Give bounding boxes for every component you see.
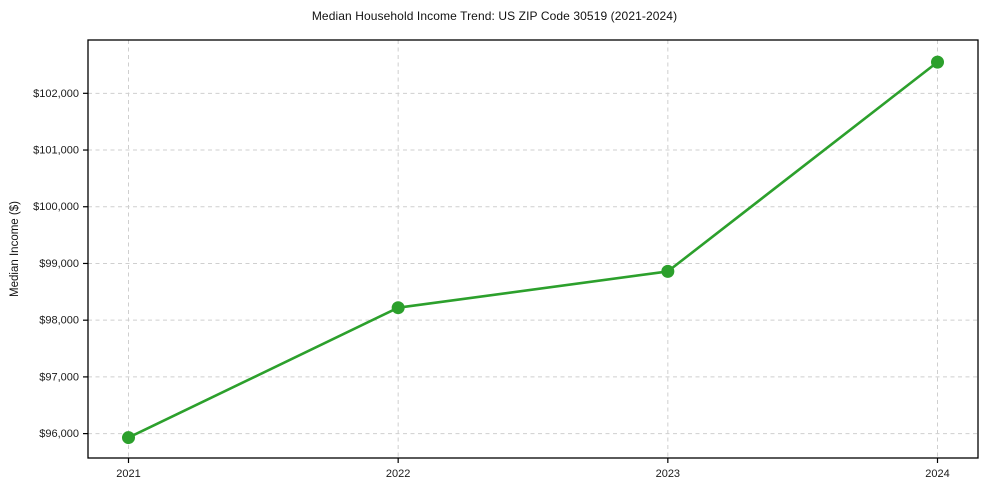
y-tick-label: $96,000 [39, 428, 79, 440]
data-point [391, 301, 405, 315]
x-tick-label: 2022 [386, 468, 410, 480]
y-tick-label: $98,000 [39, 315, 79, 327]
x-tick-label: 2021 [116, 468, 140, 480]
y-tick-label: $99,000 [39, 258, 79, 270]
x-tick-label: 2023 [656, 468, 680, 480]
data-point [661, 264, 675, 278]
data-point [122, 431, 135, 445]
plot-border [87, 39, 979, 459]
trend-line [127, 60, 939, 439]
x-tick-label: 2024 [925, 468, 949, 480]
y-axis-label: Median Income ($) [9, 201, 21, 297]
chart-title: Median Household Income Trend: US ZIP Co… [311, 9, 678, 23]
y-tick-label: $97,000 [39, 371, 79, 383]
y-tick-label: $100,000 [33, 201, 79, 213]
y-tick-label: $102,000 [33, 88, 79, 100]
y-tick-label: $101,000 [33, 145, 79, 157]
data-point [931, 55, 944, 69]
